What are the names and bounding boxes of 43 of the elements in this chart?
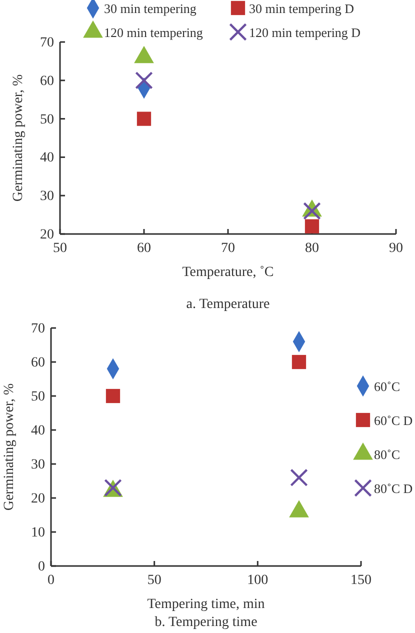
y-tick-label: 20 [40, 227, 54, 242]
point [304, 219, 320, 234]
legend-label: 120 min tempering D [249, 25, 361, 40]
x-tick-label: 60 [137, 240, 151, 256]
x-tick-label: 150 [350, 572, 372, 588]
legend-label: 30 min tempering D [249, 1, 354, 16]
y-tick-label: 70 [40, 35, 54, 50]
y-tick-label: 40 [31, 423, 45, 438]
y-tick-label: 20 [31, 491, 45, 506]
text: a. Temperature [186, 297, 270, 312]
x-tick-label: 80 [305, 240, 319, 256]
y-tick-label: 10 [31, 525, 45, 540]
legend-label: 60˚C D [374, 413, 413, 428]
x-tick-label: 90 [389, 240, 403, 256]
point [292, 354, 306, 370]
y-tick-label: 30 [31, 457, 45, 472]
y-tick-label: 40 [40, 150, 54, 166]
y-tick-label: 50 [31, 389, 45, 404]
point [135, 72, 153, 90]
y-axis-title: Germinating power, % [11, 74, 26, 202]
x-tick-label: 50 [53, 240, 67, 256]
legend-label: 60˚C [374, 379, 400, 394]
x-axis-title: Temperature, ˚C [182, 265, 274, 280]
y-tick-label: 60 [31, 355, 45, 370]
y-tick-label: 70 [31, 321, 45, 336]
y-axis-title: Germinating power, % [2, 382, 17, 511]
point [106, 388, 120, 404]
legend-label: 80˚C D [374, 481, 413, 496]
x-tick-label: 50 [147, 572, 162, 588]
point [303, 202, 321, 220]
y-tick-label: 50 [40, 112, 54, 128]
y-tick-label: 0 [38, 559, 45, 574]
text: b. Tempering time [154, 615, 258, 630]
legend-label: 80˚C [374, 447, 400, 462]
legend-label: 30 min tempering [104, 1, 197, 16]
x-tick-label: 70 [221, 240, 235, 256]
legend-label: 120 min tempering [104, 25, 204, 40]
y-tick-label: 60 [40, 74, 54, 89]
y-tick-label: 30 [40, 189, 54, 204]
point [136, 112, 152, 126]
point [290, 468, 308, 486]
x-tick-label: 100 [247, 572, 268, 588]
x-axis-title: Tempering time, min [147, 597, 265, 612]
